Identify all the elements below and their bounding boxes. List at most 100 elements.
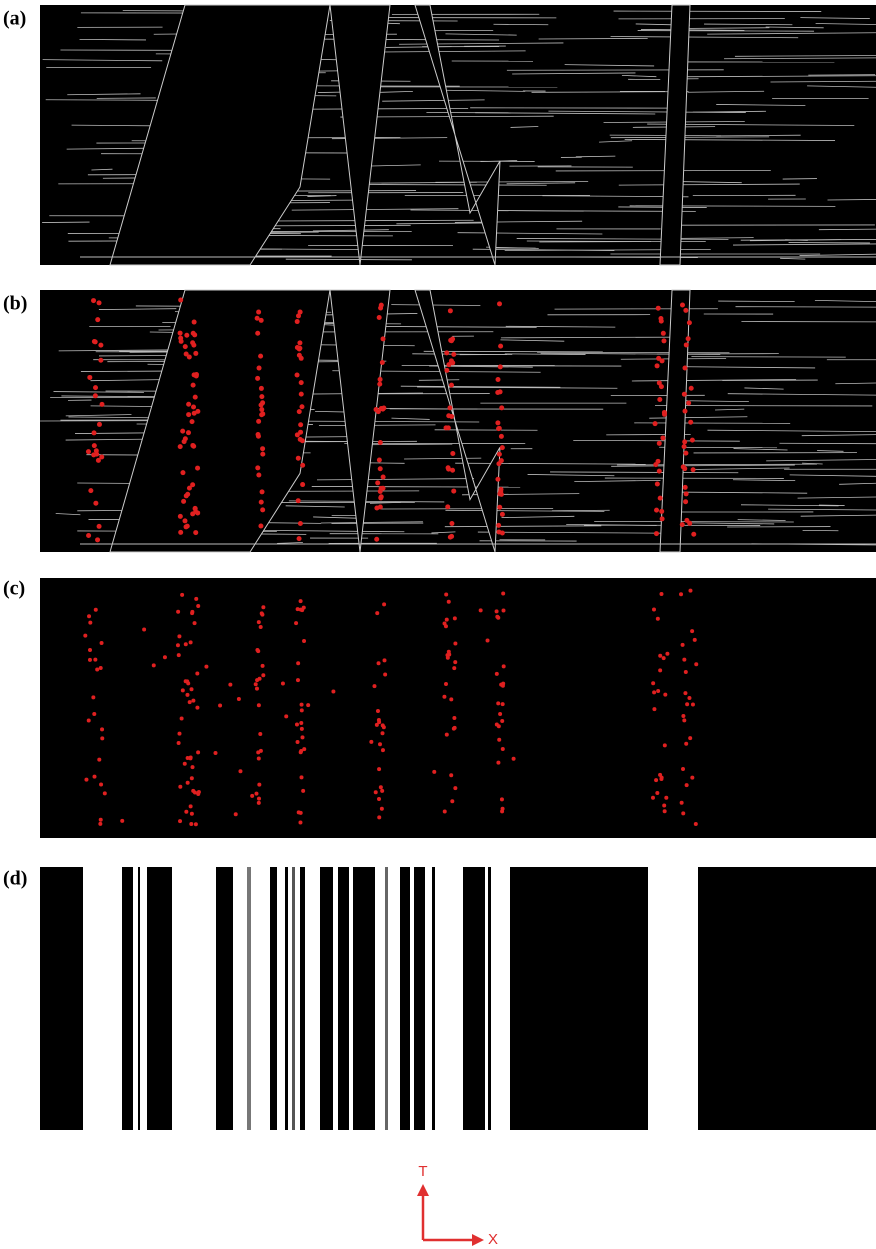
panel-label: (d): [3, 868, 27, 890]
detected-point: [182, 518, 187, 523]
detected-point: [497, 452, 502, 457]
detected-point: [655, 482, 660, 487]
detected-point: [682, 444, 687, 449]
stripe: [285, 867, 288, 1130]
detected-point: [688, 420, 693, 425]
axis-label: T: [418, 1163, 427, 1180]
detected-point: [185, 693, 189, 697]
detected-point: [656, 689, 660, 693]
detected-point: [260, 411, 265, 416]
detected-point: [300, 482, 305, 487]
edge-line: [419, 380, 459, 381]
detected-point: [381, 475, 386, 480]
detected-point: [190, 340, 195, 345]
detected-point: [682, 658, 686, 662]
detected-point: [196, 604, 200, 608]
edge-line: [630, 206, 836, 207]
detected-point: [186, 412, 191, 417]
detected-point: [331, 690, 335, 694]
detected-point: [183, 344, 188, 349]
stripe: [270, 867, 277, 1130]
detected-point: [184, 679, 188, 683]
detected-point: [685, 783, 689, 787]
detected-point: [180, 429, 185, 434]
detected-point: [189, 804, 193, 808]
detected-point: [184, 642, 188, 646]
detected-point: [682, 718, 686, 722]
detected-point: [191, 383, 196, 388]
detected-point: [298, 430, 303, 435]
detected-point: [99, 818, 103, 822]
detected-point: [185, 524, 190, 529]
detected-point: [95, 537, 100, 542]
detected-point: [193, 621, 197, 625]
detected-point: [683, 308, 688, 313]
detected-point: [496, 461, 501, 466]
panel-label: (c): [3, 578, 25, 600]
detected-point: [691, 703, 695, 707]
detected-point: [197, 790, 201, 794]
detected-point: [88, 621, 92, 625]
detected-point: [88, 658, 92, 662]
detected-point: [100, 641, 104, 645]
detected-point: [183, 436, 188, 441]
detected-point: [498, 344, 503, 349]
detected-point: [687, 320, 692, 325]
detected-point: [296, 498, 301, 503]
detected-point: [684, 342, 689, 347]
panel-label: (a): [3, 8, 26, 30]
detected-point: [498, 712, 502, 716]
detected-point: [194, 597, 198, 601]
detected-point: [684, 518, 689, 523]
edge-line: [718, 301, 794, 302]
detected-point: [381, 748, 385, 752]
detected-point: [664, 796, 668, 800]
detected-point: [683, 451, 688, 456]
detected-point: [195, 672, 199, 676]
detected-point: [94, 608, 98, 612]
stripe: [216, 867, 233, 1130]
panel-c-image: [40, 578, 876, 838]
detected-point: [684, 670, 688, 674]
detected-point: [682, 392, 687, 397]
detected-point: [256, 310, 261, 315]
detected-point: [295, 722, 299, 726]
detected-point: [299, 392, 304, 397]
detected-point: [87, 718, 91, 722]
detected-point: [177, 741, 181, 745]
detected-point: [261, 664, 265, 668]
detected-point: [88, 488, 93, 493]
detected-point: [257, 366, 262, 371]
detected-point: [185, 492, 190, 497]
stripe: [320, 867, 333, 1130]
detected-point: [297, 353, 302, 358]
detected-point: [654, 531, 659, 536]
detected-point: [501, 747, 505, 751]
detected-point: [99, 666, 103, 670]
detected-point: [300, 463, 305, 468]
detected-point: [681, 714, 685, 718]
detected-point: [694, 662, 698, 666]
detected-point: [258, 523, 263, 528]
detected-point: [453, 786, 457, 790]
detected-point: [296, 661, 300, 665]
detected-point: [375, 480, 380, 485]
detected-point: [294, 621, 298, 625]
edge-line: [614, 11, 822, 12]
stripe: [463, 867, 485, 1130]
detected-point: [501, 591, 505, 595]
detected-point: [658, 654, 662, 658]
detected-point: [372, 684, 376, 688]
stripe: [292, 867, 295, 1130]
detected-point: [680, 801, 684, 805]
detected-point: [369, 740, 373, 744]
detected-point: [499, 487, 504, 492]
detected-point: [653, 421, 658, 426]
detected-point: [178, 514, 183, 519]
detected-point: [260, 446, 265, 451]
detected-point: [374, 407, 379, 412]
figure-canvas: (a) (b) (c) (d) T X: [0, 0, 876, 1249]
detected-point: [91, 695, 95, 699]
detected-point: [446, 465, 451, 470]
detected-point: [186, 430, 191, 435]
